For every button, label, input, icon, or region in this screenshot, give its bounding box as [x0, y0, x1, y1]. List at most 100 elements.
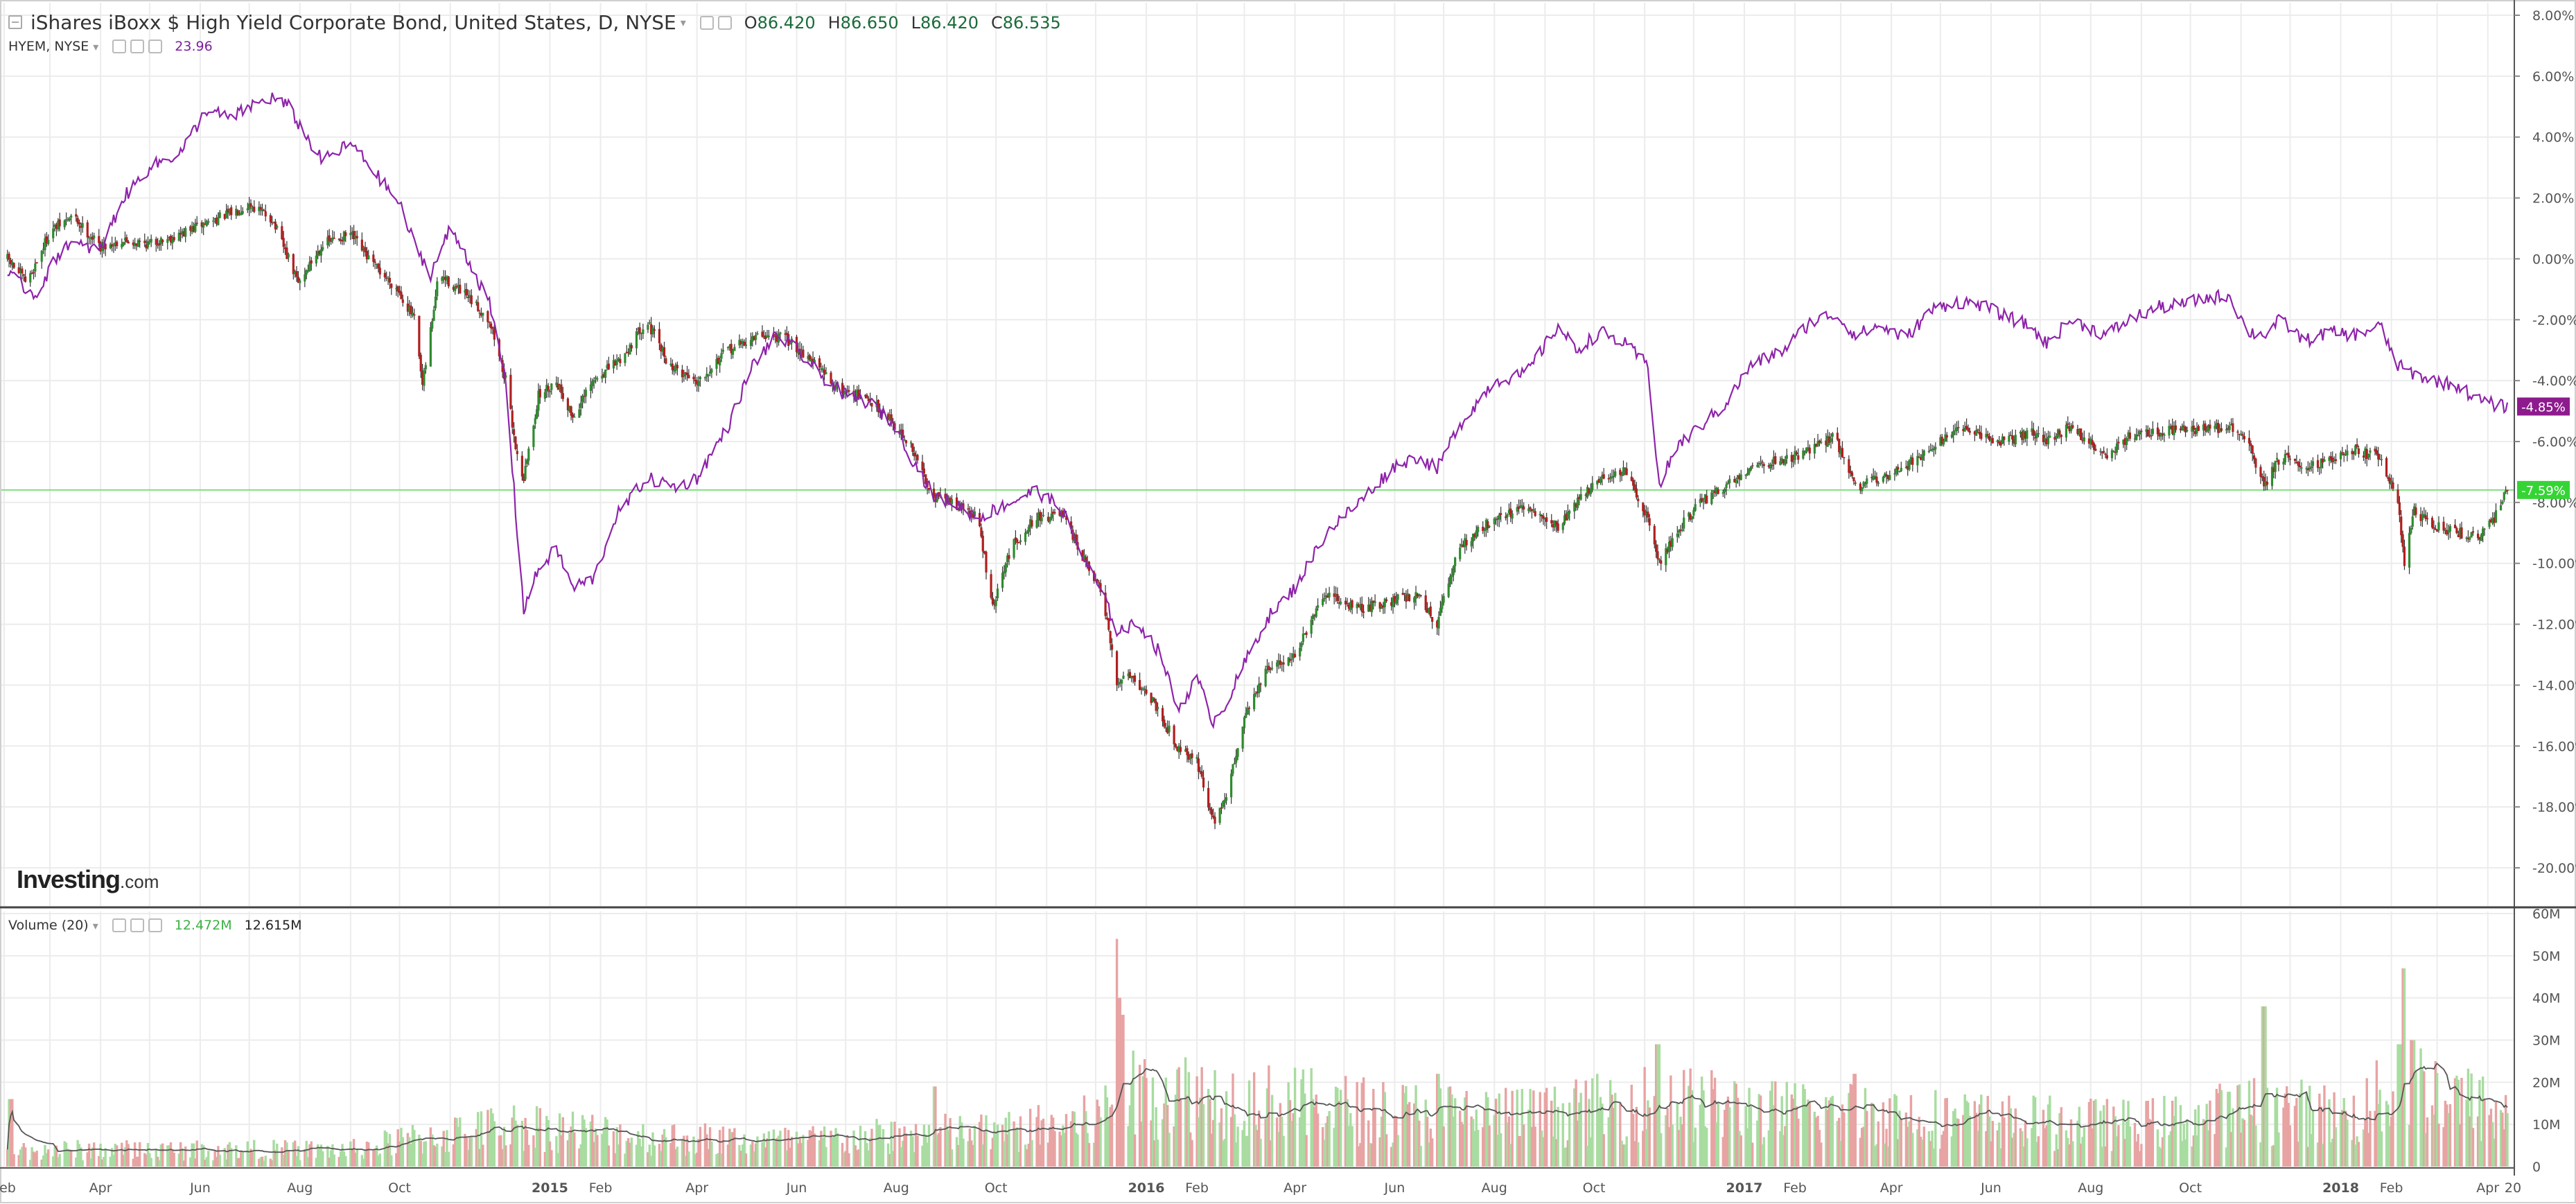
chevron-down-icon[interactable]: ▾ — [92, 918, 98, 932]
volume-bar — [2365, 1078, 2368, 1167]
candle-body — [157, 245, 159, 246]
candle — [2194, 428, 2197, 437]
volume-bar — [1313, 1106, 1316, 1167]
close-icon[interactable] — [148, 918, 162, 932]
candle — [2341, 446, 2344, 456]
volume-bar — [604, 1117, 607, 1167]
candle — [2423, 507, 2426, 518]
candle — [820, 363, 823, 373]
volume-bar — [2232, 1108, 2234, 1167]
hide-icon[interactable] — [130, 918, 144, 932]
candle-body — [2305, 468, 2308, 470]
volume-bar — [1565, 1147, 1568, 1167]
settings-icon[interactable] — [112, 40, 127, 53]
candle — [1952, 424, 1955, 443]
volume-bar — [2305, 1092, 2308, 1167]
volume-bar — [1133, 1134, 1137, 1167]
volume-bar — [2467, 1068, 2470, 1167]
volume-bar — [1177, 1067, 1180, 1167]
candle-body — [532, 426, 535, 447]
candle-body — [191, 226, 193, 232]
candle — [477, 295, 480, 313]
time-axis[interactable]: FebAprJunAugOct2015FebAprJunAugOct2016Fe… — [0, 1180, 2521, 1196]
volume-bar — [2362, 1129, 2365, 1167]
candle — [1454, 557, 1457, 573]
candle — [1356, 602, 1358, 614]
volume-bar — [699, 1126, 702, 1167]
candle — [341, 236, 344, 245]
candle — [1282, 655, 1285, 672]
candle — [2078, 428, 2080, 437]
candle — [21, 265, 24, 280]
symbol-title[interactable]: iShares iBoxx $ High Yield Corporate Bon… — [30, 11, 676, 34]
candle — [2385, 456, 2388, 478]
volume-bar — [836, 1133, 839, 1167]
chevron-down-icon[interactable]: ▾ — [680, 16, 686, 29]
price-axis[interactable]: 8.00%6.00%4.00%2.00%0.00%-2.00%-4.00%-6.… — [2514, 8, 2576, 876]
volume-bar — [2071, 1141, 2074, 1167]
candle — [2491, 512, 2494, 525]
hide-icon[interactable] — [130, 40, 145, 53]
candle-body — [1540, 514, 1543, 516]
settings-icon[interactable] — [699, 15, 714, 30]
candle — [2254, 457, 2257, 474]
volume-bar — [112, 1154, 115, 1167]
candle-body — [1184, 749, 1187, 752]
candle-body — [2191, 426, 2193, 432]
volume-bar — [534, 1147, 536, 1167]
candle — [1050, 507, 1053, 521]
volume-bar — [1028, 1108, 1032, 1167]
volume-bar — [579, 1144, 582, 1167]
candle-body — [1703, 494, 1706, 500]
candle — [1671, 532, 1674, 551]
volume-bar — [1279, 1103, 1282, 1167]
settings-icon[interactable] — [112, 918, 126, 932]
candle-body — [135, 243, 138, 246]
volume-bar — [1269, 1140, 1272, 1167]
volume-bar — [2089, 1098, 2092, 1167]
candle-body — [555, 382, 558, 385]
volume-title[interactable]: Volume (20) — [8, 918, 89, 933]
candle — [1986, 430, 1989, 439]
volume-bar — [241, 1151, 244, 1167]
candlestick-series — [6, 197, 2509, 830]
candle — [383, 270, 386, 282]
candle — [2305, 466, 2308, 474]
volume-bar — [1186, 1095, 1189, 1167]
chevron-down-icon[interactable]: ▾ — [93, 40, 99, 53]
compare-symbol[interactable]: HYEM, NYSE — [8, 39, 89, 54]
volume-bar — [299, 1160, 301, 1167]
candle — [86, 220, 89, 244]
candle — [1517, 499, 1521, 514]
candle — [1998, 435, 2001, 446]
volume-bar — [1769, 1090, 1772, 1167]
candle-body — [1383, 598, 1386, 607]
close-icon[interactable] — [148, 40, 163, 53]
candle-body — [2092, 443, 2096, 450]
volume-bar — [2284, 1093, 2287, 1167]
volume-bar — [1998, 1122, 2001, 1167]
candle-body — [112, 245, 115, 247]
candle — [1784, 456, 1787, 466]
volume-bar — [810, 1131, 813, 1167]
candle — [1978, 425, 1981, 439]
volume-bar — [581, 1115, 584, 1167]
candle — [1153, 697, 1156, 704]
candle-body — [1612, 476, 1615, 478]
volume-bar — [911, 1136, 914, 1167]
candle-body — [785, 333, 788, 335]
candle — [299, 278, 301, 290]
candle — [1790, 452, 1793, 469]
candle — [2499, 499, 2503, 511]
hide-icon[interactable] — [717, 15, 732, 30]
candle — [297, 271, 299, 283]
candle — [674, 363, 677, 374]
collapse-legend-icon[interactable] — [8, 15, 22, 29]
candle-body — [1828, 436, 1831, 443]
candle-body — [1013, 539, 1015, 558]
candle — [76, 215, 79, 227]
candle-body — [205, 220, 208, 226]
candle — [1293, 649, 1297, 658]
